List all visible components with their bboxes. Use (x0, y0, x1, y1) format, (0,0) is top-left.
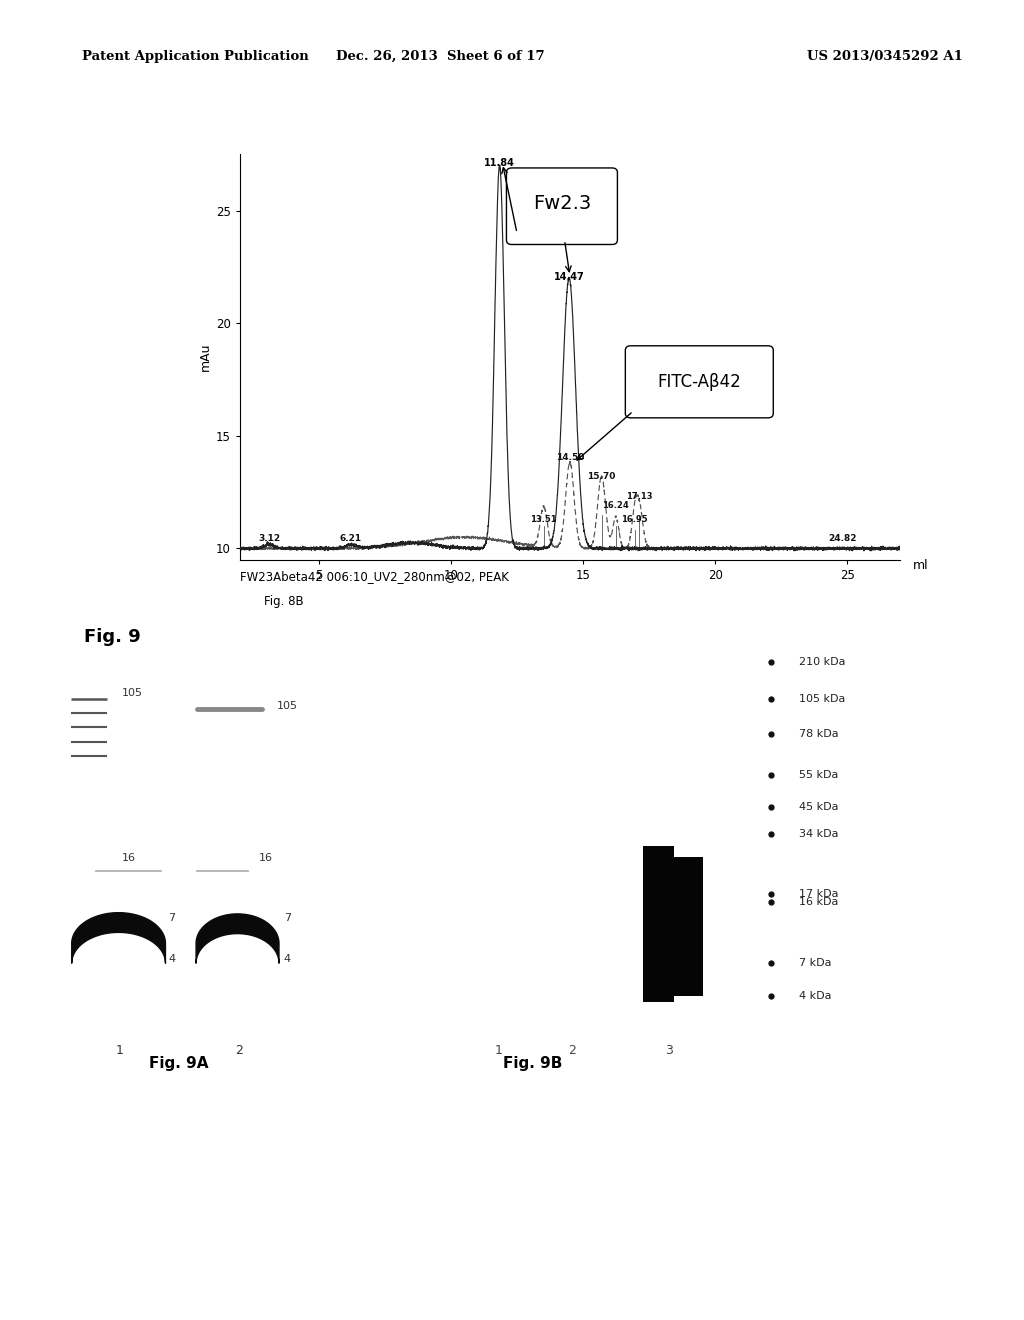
Text: US 2013/0345292 A1: US 2013/0345292 A1 (807, 50, 963, 63)
Text: 45 kDa: 45 kDa (800, 803, 839, 813)
Text: 14.47: 14.47 (554, 272, 585, 281)
Text: FITC-Aβ42: FITC-Aβ42 (657, 372, 741, 391)
Text: Fig. 8B: Fig. 8B (264, 595, 304, 609)
Text: 17.13: 17.13 (626, 492, 652, 502)
Text: 7 kDa: 7 kDa (800, 958, 831, 969)
Text: 1: 1 (116, 1044, 124, 1056)
Text: 78 kDa: 78 kDa (800, 729, 839, 739)
Text: 2: 2 (234, 1044, 243, 1056)
Text: 2: 2 (568, 1044, 577, 1056)
Text: 6.21: 6.21 (340, 535, 361, 544)
Text: Fw2.3: Fw2.3 (532, 194, 591, 214)
Text: 16: 16 (259, 853, 272, 863)
Text: 17 kDa: 17 kDa (800, 888, 839, 899)
Text: 105 kDa: 105 kDa (800, 694, 846, 704)
Text: Fig. 9B: Fig. 9B (503, 1056, 562, 1071)
Text: 16 kDa: 16 kDa (800, 896, 839, 907)
Text: 4: 4 (284, 954, 291, 965)
Text: 3: 3 (665, 1044, 673, 1056)
Text: 13.51: 13.51 (530, 515, 557, 524)
FancyBboxPatch shape (626, 346, 773, 418)
Text: 11.84: 11.84 (484, 158, 515, 168)
Text: ml: ml (913, 558, 929, 572)
Y-axis label: mAu: mAu (199, 343, 212, 371)
Text: 4: 4 (169, 954, 176, 965)
Text: 14.50: 14.50 (556, 453, 584, 462)
Text: 34 kDa: 34 kDa (800, 829, 839, 840)
Polygon shape (669, 857, 702, 997)
Text: Patent Application Publication: Patent Application Publication (82, 50, 308, 63)
Text: 16.24: 16.24 (602, 502, 629, 510)
Text: 105: 105 (276, 701, 298, 711)
Text: 16.95: 16.95 (622, 515, 648, 524)
Text: 1: 1 (495, 1044, 502, 1056)
Text: 15.70: 15.70 (588, 471, 615, 480)
Text: FW23Abeta42 006:10_UV2_280nm@02, PEAK: FW23Abeta42 006:10_UV2_280nm@02, PEAK (240, 570, 509, 583)
Text: Fig. 9A: Fig. 9A (150, 1056, 209, 1071)
Text: 24.82: 24.82 (828, 535, 857, 544)
Text: 7: 7 (169, 913, 176, 923)
Text: 3.12: 3.12 (258, 535, 281, 544)
Text: 105: 105 (122, 688, 142, 697)
FancyBboxPatch shape (507, 168, 617, 244)
Text: 16: 16 (122, 853, 136, 863)
Polygon shape (643, 846, 675, 1002)
Text: Dec. 26, 2013  Sheet 6 of 17: Dec. 26, 2013 Sheet 6 of 17 (336, 50, 545, 63)
Text: 4 kDa: 4 kDa (800, 991, 831, 1002)
Text: 7: 7 (284, 913, 291, 923)
Text: Fig. 9: Fig. 9 (84, 628, 140, 647)
Text: 210 kDa: 210 kDa (800, 657, 846, 667)
Text: 55 kDa: 55 kDa (800, 770, 839, 780)
